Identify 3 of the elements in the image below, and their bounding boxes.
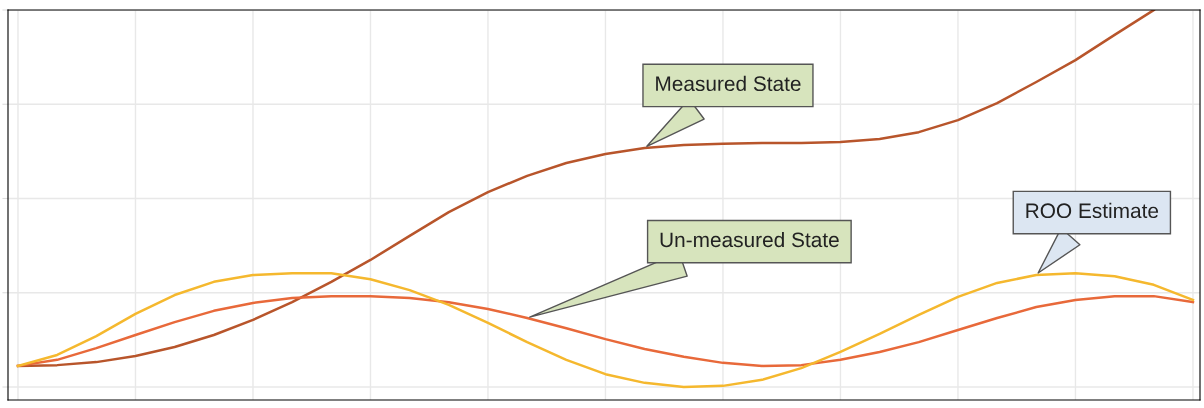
text: ROO Estimate bbox=[1026, 202, 1159, 219]
text: Measured State bbox=[656, 75, 801, 92]
text: Un-measured State bbox=[660, 231, 839, 248]
